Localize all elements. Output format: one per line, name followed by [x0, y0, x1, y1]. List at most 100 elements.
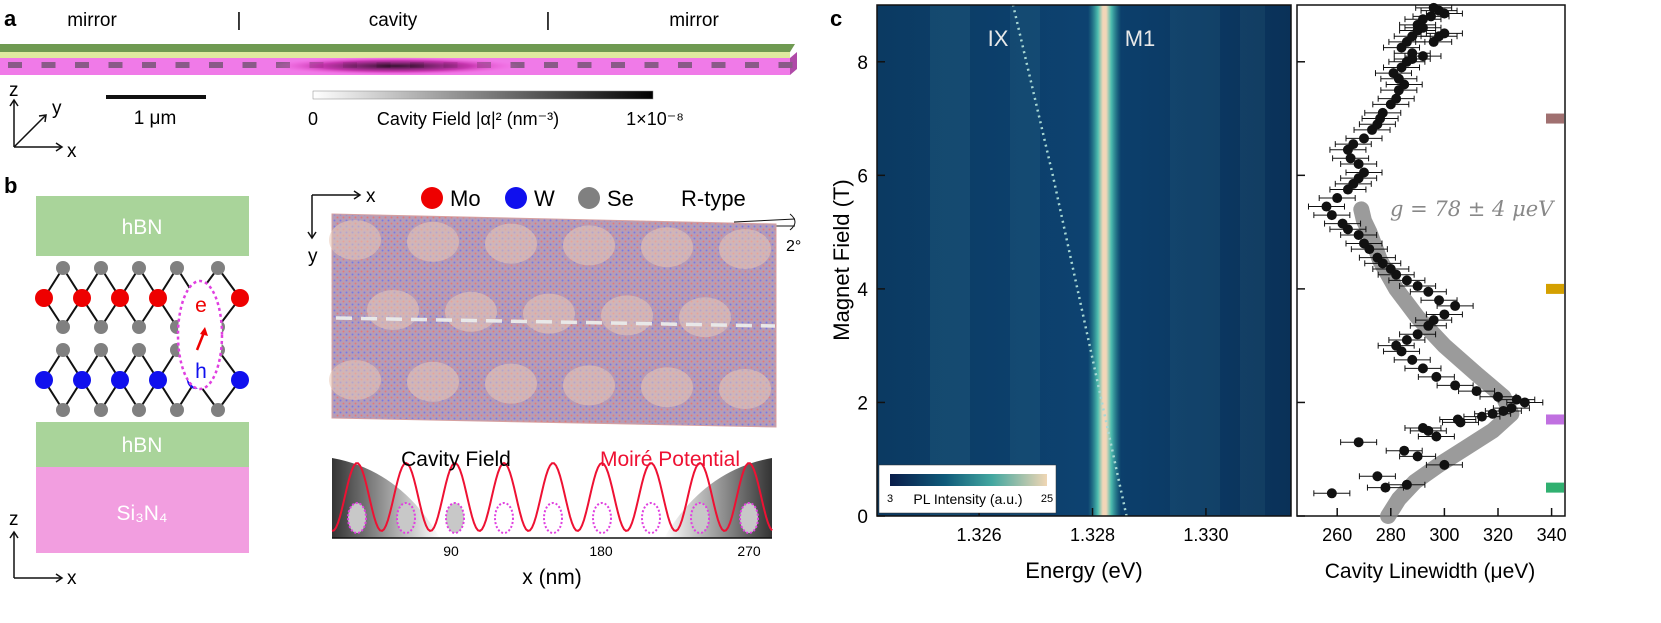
colorbar-title: Cavity Field |α|² (nm⁻³) [377, 109, 559, 129]
linewidth-point [1334, 139, 1372, 150]
ix-label: IX [988, 26, 1009, 51]
moire-site [485, 363, 537, 404]
se-atom [132, 261, 146, 275]
moire-site [601, 295, 653, 336]
se-atom [94, 343, 108, 357]
metal-atom [73, 289, 91, 307]
metal-atom [111, 289, 129, 307]
linewidth-point [1420, 295, 1458, 306]
moire-site [329, 220, 381, 260]
d-xtick-label: 300 [1429, 525, 1459, 545]
linewidth-point [1404, 422, 1442, 433]
cavity-field-spot [270, 57, 520, 75]
m1-label: M1 [1125, 26, 1156, 51]
moire-site [523, 293, 575, 334]
linewidth-point [1388, 334, 1426, 345]
legend-se-label: Se [607, 186, 634, 211]
linewidth-point [1345, 167, 1383, 178]
d-xlabel: Cavity Linewidth (μeV) [1325, 560, 1536, 583]
exciton-well [445, 502, 465, 534]
moire-site [407, 361, 459, 402]
pl-colorbar [890, 474, 1047, 486]
linewidth-point [1340, 158, 1378, 169]
c-xtick-label: 1.328 [1070, 525, 1115, 545]
waveguide-hole [142, 62, 156, 68]
se-atom [56, 403, 70, 417]
linewidth-point [1399, 281, 1437, 292]
waveguide-hole [242, 62, 257, 68]
linewidth-point [1417, 371, 1455, 382]
hbn-top-layer [36, 196, 249, 256]
moire-linecut [335, 316, 776, 328]
linewidth-point [1340, 229, 1378, 240]
se-atom [94, 320, 108, 334]
panel-a-label: a [4, 6, 17, 31]
region-mirror-left: mirror [67, 10, 117, 31]
pl-map-background [877, 5, 1291, 516]
moire-axis-y: y [308, 246, 318, 267]
electron-label: e [195, 294, 207, 317]
metal-atom [231, 289, 249, 307]
metal-atom [35, 289, 53, 307]
moire-site [367, 290, 419, 330]
scalebar [106, 95, 206, 99]
moire-site [641, 367, 693, 408]
linewidth-point [1318, 193, 1356, 204]
pl-colorbar-max: 25 [1041, 493, 1053, 505]
background-streak [1170, 5, 1220, 516]
field-marker [1546, 283, 1564, 294]
linewidth-point [1479, 391, 1517, 402]
se-atom [132, 403, 146, 417]
linewidth-point [1399, 329, 1437, 340]
d-xtick-label: 280 [1376, 525, 1406, 545]
colorbar-min: 0 [308, 109, 318, 129]
d-xtick-label: 260 [1322, 525, 1352, 545]
axes-xyz [9, 98, 64, 152]
moire-site [719, 369, 771, 409]
exciton-well [592, 502, 612, 534]
field-marker [1546, 414, 1564, 425]
linewidth-point [1374, 68, 1412, 79]
linewidth-point [1313, 210, 1351, 221]
linewidth-point [1307, 201, 1345, 212]
metal-atom [73, 371, 91, 389]
waveguide-hole [611, 62, 625, 68]
pl-colorbar-box [878, 464, 1057, 514]
c-ytick-label: 6 [857, 166, 868, 187]
coupling-strength-annotation: g = 78 ± 4 μeV [1390, 197, 1555, 221]
waveguide-hole [544, 62, 558, 68]
linewidth-point [1372, 264, 1410, 275]
se-atom [94, 261, 108, 275]
legend-mo-dot [421, 187, 443, 209]
linewidth-point [1358, 252, 1396, 263]
linewidth-point [1329, 184, 1367, 195]
legend-se-dot [578, 187, 600, 209]
waveguide-hole [778, 62, 793, 68]
linewidth-point [1436, 300, 1474, 311]
exciton-well [543, 502, 563, 534]
se-atom [211, 403, 225, 417]
c-ylabel: Magnet Field (T) [829, 179, 854, 340]
c-ytick-label: 0 [857, 507, 868, 528]
profile-cavity-field-title: Cavity Field [401, 448, 511, 471]
legend-mo-label: Mo [450, 186, 481, 211]
linewidth-point [1393, 354, 1431, 365]
panel-a: a mirror | cavity | mirror z y x 1 μm 0 … [0, 6, 797, 162]
cavity-field-colorbar [312, 90, 654, 100]
waveguide-hole [678, 62, 692, 68]
metal-atom [149, 371, 167, 389]
c-ytick-label: 8 [857, 53, 868, 74]
panel-c-label: c [830, 6, 842, 31]
linewidth-point [1404, 363, 1442, 374]
moire-site [407, 221, 459, 262]
hbn-bottom-layer [36, 422, 249, 467]
linewidth-point [1340, 437, 1378, 448]
exciton-well [739, 502, 759, 534]
exciton-well [396, 502, 416, 534]
legend-w-label: W [534, 186, 555, 211]
c-ytick-label: 4 [857, 280, 868, 301]
se-atom [211, 261, 225, 275]
linewidth-point [1324, 218, 1362, 229]
linewidth-point [1399, 451, 1437, 462]
